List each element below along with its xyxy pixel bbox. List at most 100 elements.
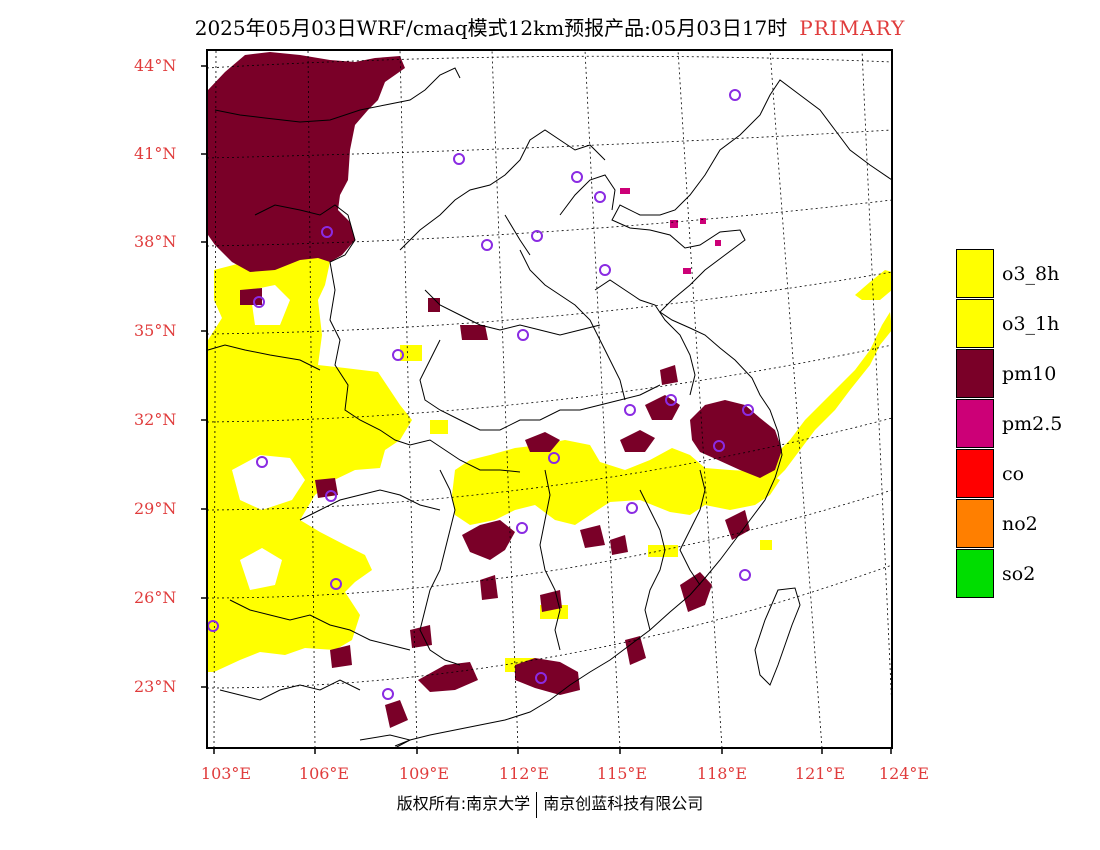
province-line-8: [419, 469, 461, 666]
lon-label-106e: 106°E: [298, 764, 350, 783]
axis-ticks: [201, 65, 892, 754]
pm25-patch-5: [715, 240, 721, 246]
station-marker: [729, 89, 741, 101]
pm10-cluster-3: [620, 430, 655, 452]
meridian-109: [399, 50, 418, 748]
station-marker: [739, 569, 751, 581]
legend-swatch: [956, 299, 994, 348]
parallel-32: [207, 344, 892, 423]
province-line-9: [539, 469, 561, 651]
pm10-cluster-14: [428, 298, 440, 312]
pm10-cluster-21: [660, 365, 678, 385]
o3-hole-2: [240, 548, 282, 590]
pm10-cluster-4: [645, 395, 680, 420]
province-line-15: [559, 174, 616, 216]
province-line-4: [424, 289, 601, 336]
province-line-3: [399, 129, 606, 251]
station-marker: [713, 440, 725, 452]
station-marker: [253, 296, 265, 308]
lon-label-118e: 118°E: [696, 764, 748, 783]
meridian-118: [677, 50, 723, 748]
pm10-cluster-10: [418, 662, 478, 692]
meridian-124: [861, 50, 892, 711]
province-line-14: [219, 679, 361, 701]
coastline: [394, 79, 892, 747]
pm10-regions: [208, 52, 782, 728]
lon-label-112e: 112°E: [498, 764, 550, 783]
station-marker: [321, 226, 333, 238]
legend-label: pm10: [1002, 363, 1057, 385]
station-marker: [742, 404, 754, 416]
lat-label-38n: 38°N: [134, 232, 177, 251]
pm10-cluster-8: [625, 636, 646, 665]
lat-label-44n: 44°N: [134, 56, 177, 75]
pm25-patch-1: [670, 220, 678, 228]
legend-label: co: [1002, 463, 1025, 485]
station-marker: [531, 230, 543, 242]
taiwan-outline: [754, 587, 801, 686]
province-line-10: [639, 489, 666, 631]
legend-label: pm2.5: [1002, 413, 1063, 435]
station-marker: [516, 522, 528, 534]
pm10-region-yangtze-delta: [690, 400, 782, 478]
station-marker: [599, 264, 611, 276]
legend-label: so2: [1002, 563, 1036, 585]
o3-patch-5: [648, 545, 678, 557]
title-main: 2025年05月03日WRF/cmaq模式12km预报产品:05月03日17时: [194, 16, 788, 40]
station-marker: [330, 578, 342, 590]
o3-patch-4: [760, 540, 772, 550]
pm10-cluster-20: [240, 288, 262, 305]
station-marker: [382, 688, 394, 700]
legend-label: o3_1h: [1002, 313, 1060, 335]
province-line-16: [504, 214, 531, 256]
province-line-11: [679, 469, 706, 586]
legend-swatch: [956, 449, 994, 498]
station-marker: [571, 171, 583, 183]
meridian-115: [584, 50, 621, 748]
lat-label-23n: 23°N: [134, 677, 177, 696]
province-line-6: [519, 249, 626, 401]
lon-label-115e: 115°E: [596, 764, 648, 783]
copyright-line: 版权所有:南京大学 南京创蓝科技有限公司: [0, 790, 1100, 818]
lat-label-41n: 41°N: [134, 144, 177, 163]
station-marker: [548, 452, 560, 464]
o3-region-central: [452, 440, 780, 525]
station-marker: [481, 239, 493, 251]
o3-region-holes: [232, 285, 305, 590]
lon-label-109e: 109°E: [398, 764, 450, 783]
lon-label-103e: 103°E: [200, 764, 252, 783]
pm10-cluster-1: [462, 520, 515, 560]
meridian-112: [491, 50, 519, 748]
pm10-cluster-5: [315, 478, 338, 498]
station-marker: [325, 490, 337, 502]
pm25-patch-4: [683, 268, 691, 274]
meridian-106: [307, 50, 316, 748]
parallel-35: [207, 271, 892, 335]
pm10-cluster-6: [515, 658, 580, 695]
lat-label-32n: 32°N: [134, 410, 177, 429]
lat-label-35n: 35°N: [134, 321, 177, 340]
station-markers: [207, 89, 754, 700]
map-frame: [206, 49, 893, 749]
pm10-cluster-2: [525, 432, 560, 452]
map-title: 2025年05月03日WRF/cmaq模式12km预报产品:05月03日17时 P…: [0, 12, 1100, 41]
pm10-cluster-15: [580, 525, 605, 548]
meridian-121: [769, 50, 823, 748]
legend-swatch: [956, 499, 994, 548]
pm10-region-north: [208, 52, 405, 272]
legend-swatch: [956, 399, 994, 448]
copyright-right: 南京创蓝科技有限公司: [543, 794, 704, 813]
province-line-13: [229, 599, 411, 651]
pm10-cluster-9: [385, 700, 408, 728]
o3-hole-1: [232, 455, 305, 510]
o3-region-coast: [760, 312, 892, 485]
lon-label-121e: 121°E: [794, 764, 846, 783]
lon-label-124e: 124°E: [878, 764, 930, 783]
station-marker: [256, 456, 268, 468]
o3-patch-1: [400, 345, 422, 361]
pm10-cluster-18: [480, 575, 498, 600]
boundary-lines: [207, 67, 892, 748]
province-line-2: [254, 204, 521, 473]
station-marker: [517, 329, 529, 341]
